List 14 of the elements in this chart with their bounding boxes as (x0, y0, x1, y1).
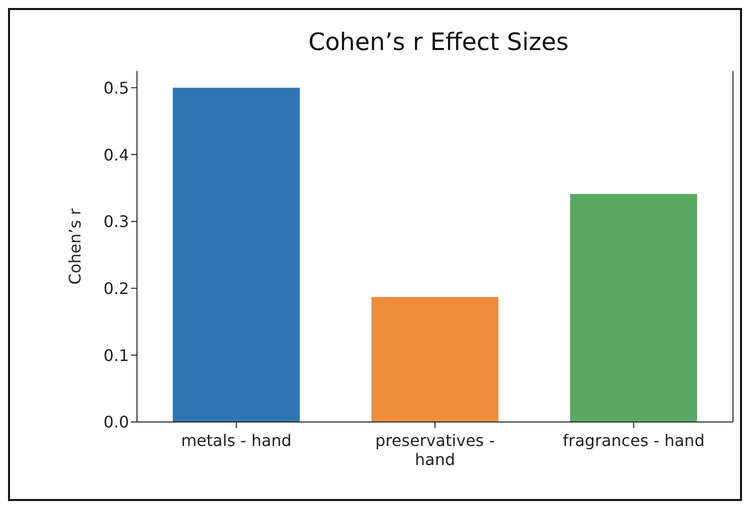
y-tick-label: 0.5 (104, 78, 129, 98)
y-tick-label: 0.0 (104, 412, 129, 432)
x-tick-label: metals - hand (181, 431, 292, 450)
y-tick-label: 0.4 (104, 145, 129, 164)
chart-title: Cohen’s r Effect Sizes (307, 28, 570, 56)
y-tick-label: 0.3 (104, 212, 129, 232)
x-tick-label: preservatives - hand (375, 431, 495, 469)
bar (570, 194, 698, 422)
x-tick-label: fragrances - hand (562, 431, 705, 450)
bar (371, 296, 498, 422)
y-tick-label: 0.1 (104, 346, 129, 365)
y-axis-title: Cohen’s r (66, 208, 85, 285)
bar (172, 88, 300, 422)
y-tick-label: 0.2 (104, 278, 129, 298)
